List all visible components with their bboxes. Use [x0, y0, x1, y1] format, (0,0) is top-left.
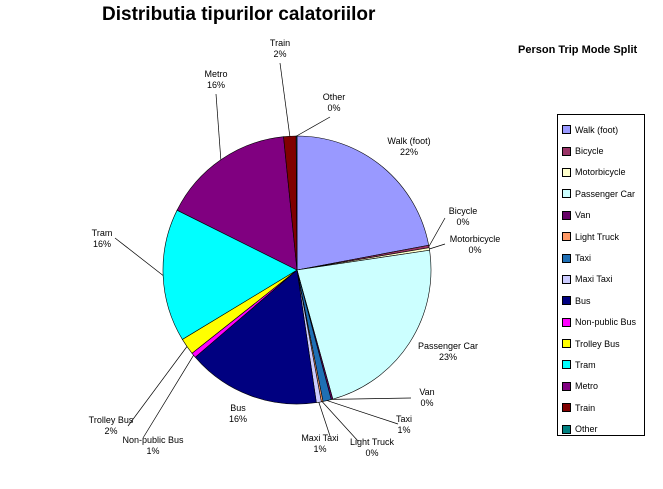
- leader-line: [127, 346, 188, 427]
- slice-label-name: Maxi Taxi: [301, 433, 338, 443]
- legend-item: Metro: [558, 376, 644, 397]
- chart-title: Distributia tipurilor calatoriilor: [102, 4, 376, 25]
- slice-label-name: Train: [270, 38, 290, 48]
- leader-line: [142, 355, 194, 439]
- legend-label: Van: [575, 210, 591, 221]
- leader-line: [332, 397, 412, 400]
- legend-item: Walk (foot): [558, 119, 644, 140]
- legend-label: Light Truck: [575, 231, 620, 242]
- pie-slices: [162, 135, 432, 405]
- legend-swatch: [562, 253, 571, 263]
- legend-label: Other: [575, 424, 598, 435]
- legend-label: Bicycle: [575, 146, 604, 157]
- legend-swatch: [562, 167, 571, 177]
- slice-label-value: 16%: [229, 414, 247, 424]
- legend-item: Maxi Taxi: [558, 269, 644, 290]
- leader-line: [429, 243, 446, 250]
- legend-swatch: [562, 296, 571, 306]
- legend-item: Taxi: [558, 247, 644, 268]
- legend-item: Non-public Bus: [558, 312, 644, 333]
- legend-label: Non-public Bus: [575, 317, 637, 328]
- leader-line: [296, 116, 331, 137]
- slice-labels: Walk (foot)22%Bicycle0%Motorbicycle0%Pas…: [89, 38, 501, 458]
- slice-label-value: 16%: [93, 239, 111, 249]
- leader-line: [428, 217, 446, 247]
- legend-item: Train: [558, 397, 644, 418]
- slice-label-value: 1%: [397, 425, 410, 435]
- slice-label-value: 23%: [439, 352, 457, 362]
- leader-line: [321, 401, 359, 442]
- leader-line: [318, 402, 331, 437]
- legend-item: Bicycle: [558, 140, 644, 161]
- slice-label-name: Passenger Car: [418, 341, 478, 351]
- slice-label-name: Walk (foot): [387, 136, 430, 146]
- slice-label-name: Light Truck: [350, 437, 395, 447]
- legend-label: Metro: [575, 381, 599, 392]
- chart-subtitle: Person Trip Mode Split: [518, 44, 638, 56]
- slice-label-value: 2%: [104, 426, 117, 436]
- legend-label: Passenger Car: [575, 188, 636, 199]
- legend-item: Passenger Car: [558, 183, 644, 204]
- slice-label-value: 0%: [468, 245, 481, 255]
- legend-label: Train: [575, 402, 596, 413]
- slice-label-value: 0%: [365, 448, 378, 458]
- slice-label-value: 1%: [146, 446, 159, 456]
- legend-swatch: [562, 339, 571, 349]
- legend-item: Motorbicycle: [558, 162, 644, 183]
- slice-label-name: Non-public Bus: [122, 435, 184, 445]
- legend-item: Trolley Bus: [558, 333, 644, 354]
- slice-label-name: Metro: [204, 69, 227, 79]
- legend-swatch: [562, 146, 571, 156]
- legend-item: Bus: [558, 290, 644, 311]
- slice-label-value: 2%: [273, 49, 286, 59]
- slice-label-value: 0%: [327, 103, 340, 113]
- legend-label: Maxi Taxi: [575, 274, 613, 285]
- slice-label-name: Van: [419, 387, 434, 397]
- pie-slice-passenger-car: [296, 249, 432, 400]
- slice-label-name: Bus: [230, 403, 246, 413]
- pie-slice-bus: [194, 269, 317, 405]
- slice-label-name: Other: [323, 92, 346, 102]
- leader-line: [215, 93, 222, 160]
- legend-label: Taxi: [575, 253, 592, 264]
- legend-item: Other: [558, 418, 644, 439]
- legend-label: Tram: [575, 359, 596, 370]
- leader-line: [279, 62, 291, 137]
- legend: Walk (foot) Bicycle Motorbicycle Passenger …: [557, 114, 645, 436]
- legend-swatch: [562, 125, 571, 135]
- legend-swatch: [562, 317, 571, 327]
- pie-slice-walk-foot-: [296, 135, 430, 271]
- legend-item: Tram: [558, 354, 644, 375]
- slice-label-name: Bicycle: [449, 206, 478, 216]
- slice-label-name: Tram: [92, 228, 113, 238]
- leader-line: [327, 400, 399, 425]
- slice-label-value: 1%: [313, 444, 326, 454]
- legend-swatch: [562, 274, 571, 284]
- slice-label-value: 16%: [207, 80, 225, 90]
- legend-label: Motorbicycle: [575, 167, 626, 178]
- leader-line: [114, 237, 164, 276]
- legend-swatch: [562, 360, 571, 370]
- legend-swatch: [562, 210, 571, 220]
- legend-swatch: [562, 403, 571, 413]
- slice-label-name: Motorbicycle: [450, 234, 501, 244]
- legend-label: Bus: [575, 295, 591, 306]
- leader-lines: [114, 62, 446, 442]
- legend-swatch: [562, 424, 571, 434]
- slice-label-name: Trolley Bus: [89, 415, 134, 425]
- legend-swatch: [562, 232, 571, 242]
- legend-swatch: [562, 189, 571, 199]
- legend-swatch: [562, 381, 571, 391]
- legend-label: Trolley Bus: [575, 338, 620, 349]
- legend-item: Van: [558, 205, 644, 226]
- slice-label-value: 0%: [420, 398, 433, 408]
- legend-item: Light Truck: [558, 226, 644, 247]
- slice-label-value: 22%: [400, 147, 418, 157]
- slice-label-name: Taxi: [396, 414, 412, 424]
- slice-label-value: 0%: [456, 217, 469, 227]
- legend-label: Walk (foot): [575, 124, 619, 135]
